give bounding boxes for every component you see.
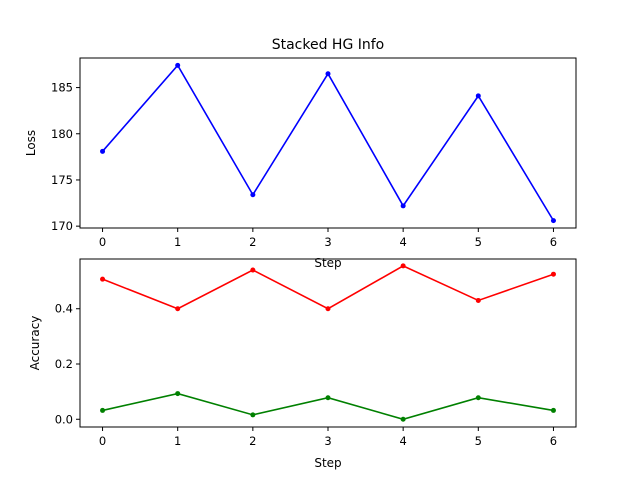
accuracy-series-1-point [250, 412, 256, 418]
loss-x-axis-label: Step [314, 256, 341, 270]
accuracy-series-1-point [325, 395, 331, 401]
loss-subplot: Stacked HG Info 0 1 2 3 4 5 6 170 175 180 185 Ste… [24, 37, 577, 270]
loss-series-0-point [250, 192, 256, 198]
loss-y-tick-label: 185 [51, 81, 73, 95]
loss-y-axis-label: Loss [24, 130, 38, 156]
loss-y-ticks: 170 175 180 185 [51, 81, 80, 233]
accuracy-series [100, 263, 556, 422]
accuracy-plot-frame [79, 258, 577, 428]
accuracy-series-0-point [400, 263, 406, 269]
loss-x-tick-label: 5 [475, 235, 482, 249]
accuracy-series-0-point [100, 276, 106, 282]
accuracy-x-tick-label: 1 [174, 434, 181, 448]
loss-series-0-point [175, 62, 181, 68]
loss-y-tick-label: 175 [51, 173, 73, 187]
loss-series-0-point [100, 148, 106, 154]
accuracy-series-1-point [400, 416, 406, 422]
loss-x-tick-label: 2 [249, 235, 256, 249]
accuracy-series-1-point [175, 391, 181, 397]
accuracy-series-0-point [550, 271, 556, 277]
accuracy-series-0-point [250, 267, 256, 273]
accuracy-x-tick-label: 3 [324, 434, 331, 448]
accuracy-series-0-line [102, 265, 554, 310]
accuracy-x-tick-label: 0 [99, 434, 106, 448]
accuracy-y-tick-label: 0.4 [55, 302, 73, 316]
loss-x-tick-label: 0 [99, 235, 106, 249]
loss-series [100, 62, 556, 224]
accuracy-subplot: 0 1 2 3 4 5 6 0.0 0.2 0.4 Step Accuracy [28, 258, 577, 470]
accuracy-y-axis-label: Accuracy [28, 316, 42, 371]
accuracy-x-tick-label: 2 [249, 434, 256, 448]
accuracy-x-tick-label: 6 [550, 434, 557, 448]
loss-series-0-point [325, 71, 331, 77]
loss-x-tick-label: 4 [399, 235, 406, 249]
accuracy-y-tick-label: 0.0 [55, 412, 73, 426]
accuracy-series-0-point [325, 306, 331, 312]
loss-x-ticks: 0 1 2 3 4 5 6 [99, 228, 557, 249]
loss-y-tick-label: 180 [51, 127, 73, 141]
accuracy-series-1-point [100, 407, 106, 413]
loss-series-0-point [400, 203, 406, 209]
accuracy-series-1-point [475, 395, 481, 401]
loss-series-0-point [475, 93, 481, 99]
accuracy-x-axis-label: Step [314, 456, 341, 470]
accuracy-x-ticks: 0 1 2 3 4 5 6 [99, 427, 557, 448]
accuracy-series-0-point [475, 297, 481, 303]
loss-series-0-point [550, 218, 556, 224]
accuracy-x-tick-label: 5 [475, 434, 482, 448]
chart-title: Stacked HG Info [272, 37, 385, 53]
accuracy-series-0-point [175, 306, 181, 312]
loss-plot-frame [79, 57, 577, 229]
loss-x-tick-label: 3 [324, 235, 331, 249]
accuracy-y-ticks: 0.0 0.2 0.4 [55, 302, 80, 426]
loss-x-tick-label: 1 [174, 235, 181, 249]
accuracy-series-1-point [550, 407, 556, 413]
accuracy-x-tick-label: 4 [399, 434, 406, 448]
loss-y-tick-label: 170 [51, 219, 73, 233]
loss-series-0-line [101, 64, 555, 222]
loss-x-tick-label: 6 [550, 235, 557, 249]
accuracy-y-tick-label: 0.2 [55, 357, 73, 371]
